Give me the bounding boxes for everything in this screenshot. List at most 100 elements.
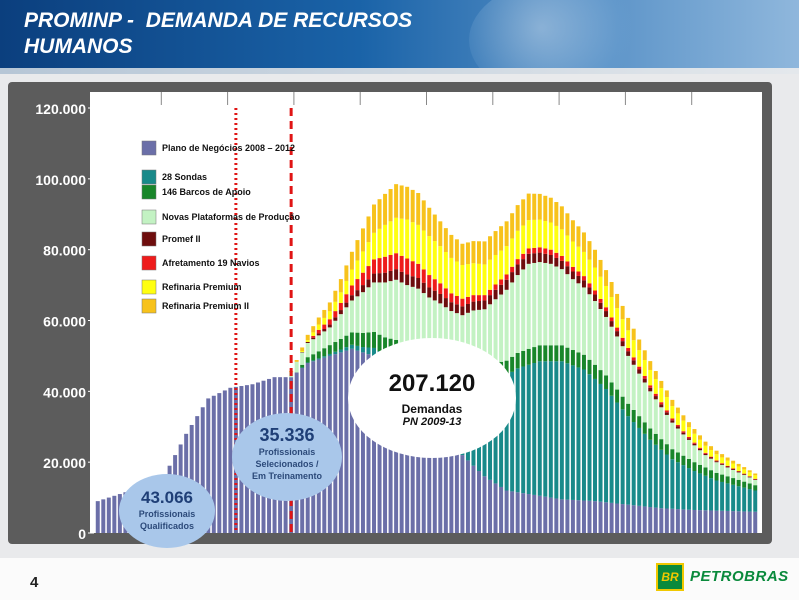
- bar-segment: [703, 441, 708, 446]
- bar-segment: [305, 340, 310, 342]
- bar-segment: [372, 259, 376, 274]
- bar-segment: [626, 330, 631, 349]
- br-logo-mark: BR: [656, 563, 684, 591]
- bar-segment: [438, 283, 443, 294]
- bar-segment: [587, 283, 592, 288]
- bar-segment: [316, 335, 321, 352]
- bar-segment: [698, 464, 702, 474]
- bar-segment: [659, 388, 664, 403]
- bar-segment: [377, 258, 382, 274]
- bar-segment: [300, 347, 305, 351]
- bar-segment: [543, 496, 548, 533]
- bar-segment: [576, 367, 581, 501]
- bar-segment: [471, 263, 476, 296]
- bar-segment: [670, 459, 675, 509]
- bar-segment: [720, 464, 725, 475]
- bar-segment: [499, 284, 504, 295]
- bar-segment: [427, 236, 432, 276]
- year-label: 2011: [381, 93, 405, 105]
- bar-segment: [333, 317, 338, 321]
- bar-segment: [432, 214, 437, 242]
- bar-segment: [720, 463, 725, 464]
- bar-segment: [581, 287, 586, 355]
- bar-segment: [720, 510, 725, 533]
- bar-segment: [642, 422, 647, 434]
- bar-segment: [659, 508, 664, 533]
- bar-segment: [95, 501, 100, 534]
- bar-segment: [648, 391, 653, 429]
- bar-segment: [593, 290, 597, 295]
- bar-segment: [355, 279, 360, 291]
- bar-segment: [609, 326, 614, 383]
- bar-segment: [460, 306, 465, 316]
- bar-segment: [576, 226, 581, 247]
- selected-line: Selecionados /: [255, 459, 319, 469]
- bar-segment: [449, 234, 454, 258]
- bar-segment: [559, 206, 564, 230]
- bar-segment: [698, 448, 702, 451]
- bar-segment: [537, 345, 542, 362]
- bar-segment: [725, 476, 730, 484]
- y-tick-label: 20.000: [43, 455, 86, 471]
- bar-segment: [593, 249, 597, 268]
- bar-segment: [300, 351, 305, 353]
- bar-segment: [698, 510, 702, 533]
- bar-segment: [311, 332, 316, 336]
- bar-segment: [659, 404, 664, 408]
- bar-segment: [510, 213, 515, 239]
- bar-segment: [731, 463, 736, 469]
- demand-label: Demandas: [401, 402, 463, 416]
- bar-segment: [338, 292, 343, 303]
- bar-segment: [559, 260, 564, 270]
- bar-segment: [620, 346, 625, 397]
- bar-segment: [554, 202, 559, 226]
- bar-segment: [659, 439, 664, 450]
- bar-segment: [515, 492, 520, 533]
- bar-segment: [305, 357, 310, 363]
- bar-segment: [394, 184, 399, 218]
- bar-segment: [742, 469, 747, 474]
- bar-segment: [421, 293, 426, 356]
- demand-value: 207.120: [388, 370, 476, 397]
- bar-segment: [355, 332, 360, 346]
- bar-segment: [355, 345, 360, 351]
- bar-segment: [637, 339, 642, 351]
- bar-segment: [504, 246, 509, 275]
- y-tick-label: 40.000: [43, 384, 86, 400]
- bar-segment: [559, 361, 564, 500]
- bar-segment: [593, 501, 597, 534]
- year-label: 2012: [447, 93, 471, 105]
- bar-segment: [349, 269, 354, 286]
- bar-segment: [653, 444, 658, 508]
- legend-label: Promef II: [162, 234, 201, 244]
- bar-segment: [217, 393, 222, 533]
- bar-segment: [731, 484, 736, 512]
- year-label: 2013: [514, 93, 538, 105]
- bar-segment: [576, 283, 581, 353]
- bar-segment: [747, 477, 752, 484]
- bar-segment: [604, 286, 609, 308]
- bar-segment: [510, 371, 515, 492]
- bar-segment: [736, 511, 741, 533]
- bar-segment: [559, 345, 564, 362]
- bar-segment: [581, 280, 586, 288]
- bar-segment: [482, 295, 487, 301]
- bar-segment: [709, 450, 714, 457]
- bar-segment: [526, 193, 531, 221]
- bar-segment: [664, 454, 669, 509]
- bar-segment: [372, 232, 376, 260]
- bar-segment: [686, 436, 691, 439]
- bar-segment: [670, 399, 675, 407]
- bar-segment: [322, 329, 327, 332]
- bar-segment: [598, 259, 603, 277]
- bar-segment: [322, 356, 327, 358]
- bar-segment: [626, 416, 631, 505]
- selected-value: 35.336: [259, 425, 315, 445]
- bar-segment: [372, 332, 376, 348]
- legend-swatch: [141, 169, 157, 185]
- bar-segment: [515, 230, 520, 260]
- bar-segment: [372, 273, 376, 283]
- bar-segment: [427, 412, 432, 533]
- y-tick-label: 120.000: [35, 101, 86, 117]
- bar-segment: [537, 193, 542, 220]
